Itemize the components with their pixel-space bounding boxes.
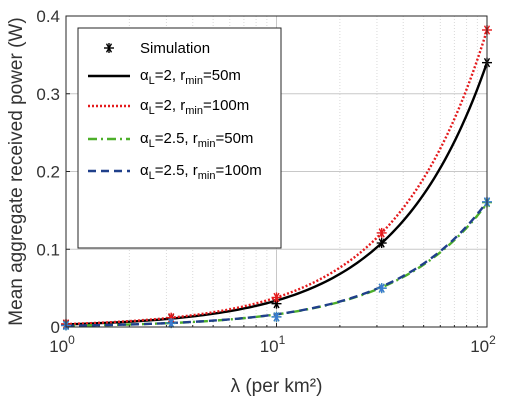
legend-text-part: min	[185, 105, 203, 117]
y-tick-label: 0	[51, 318, 60, 337]
simulation-point	[376, 283, 387, 294]
y-tick-label: 0.4	[36, 7, 60, 26]
x-tick-exponent: 0	[68, 333, 75, 347]
legend-label-4: αL=2.5, rmin=100m	[140, 162, 262, 182]
y-axis-label-text: Mean aggregate received power (W)	[6, 17, 27, 325]
y-tick-label: 0.1	[36, 240, 60, 259]
legend-text-part: min	[185, 75, 203, 87]
legend-text-part: =100m	[203, 97, 249, 114]
x-axis-label-text: λ (per km²)	[231, 376, 323, 397]
legend-text-part: =2, r	[155, 97, 185, 114]
x-axis-label: λ (per km²)	[231, 376, 323, 397]
y-axis-label: Mean aggregate received power (W)	[6, 17, 27, 325]
simulation-point	[271, 311, 282, 322]
x-tick-base: 10	[470, 337, 489, 356]
x-tick-exponent: 1	[279, 333, 286, 347]
legend-simulation-marker	[104, 43, 114, 53]
legend-text-part: min	[198, 138, 216, 150]
legend-text-part: =2.5, r	[155, 130, 198, 147]
legend-text-part: L	[149, 75, 155, 87]
legend-label-2: αL=2, rmin=100m	[140, 97, 249, 117]
legend-text-part: =2.5, r	[155, 162, 198, 179]
legend-box	[77, 27, 282, 249]
simulation-point	[376, 227, 387, 238]
legend-text-part: =50m	[203, 67, 241, 84]
x-tick-label: 102	[470, 333, 496, 356]
x-tick-base: 10	[49, 337, 68, 356]
legend-text-part: =50m	[215, 130, 253, 147]
legend-text-part: L	[149, 138, 155, 150]
legend-text-part: min	[198, 170, 216, 182]
legend-label-3: αL=2.5, rmin=50m	[140, 130, 253, 150]
x-tick-exponent: 2	[489, 333, 496, 347]
legend-text-part: α	[140, 130, 149, 147]
x-tick-label: 101	[260, 333, 286, 356]
simulation-point	[166, 318, 177, 329]
simulation-point	[376, 238, 387, 249]
simulation-point	[271, 292, 282, 303]
x-tick-base: 10	[260, 337, 279, 356]
legend-text-part: α	[140, 162, 149, 179]
x-tick-label: 100	[49, 333, 75, 356]
legend-text-part: α	[140, 97, 149, 114]
legend-text-part: =2, r	[155, 67, 185, 84]
legend-label-1: αL=2, rmin=50m	[140, 67, 241, 87]
legend-text-part: α	[140, 67, 149, 84]
legend-simulation-label: Simulation	[140, 40, 210, 57]
y-tick-label: 0.3	[36, 85, 60, 104]
legend-text-part: L	[149, 170, 155, 182]
y-tick-label: 0.2	[36, 163, 60, 182]
legend-text-part: L	[149, 105, 155, 117]
legend-text-part: =100m	[215, 162, 261, 179]
